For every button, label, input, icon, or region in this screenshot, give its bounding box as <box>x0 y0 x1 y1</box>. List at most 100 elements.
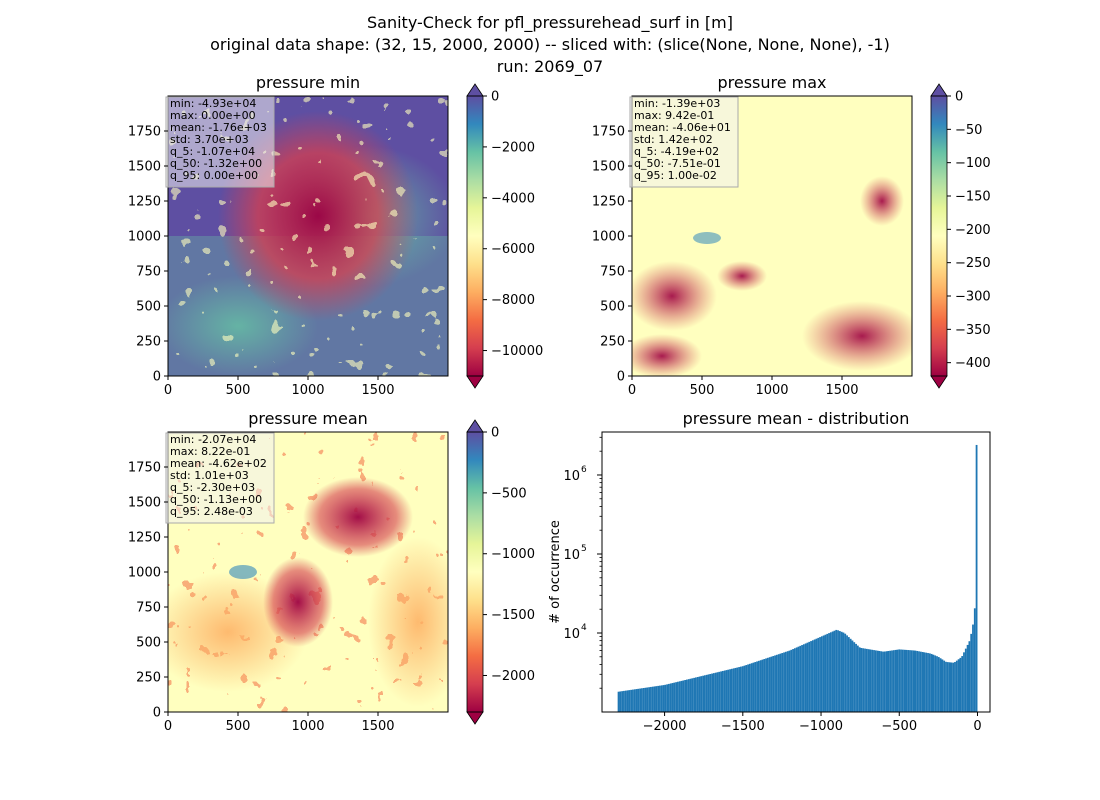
hist-bar <box>853 642 856 712</box>
stat-line: q_95: 2.48e-03 <box>170 505 253 518</box>
hist-bar <box>844 633 847 712</box>
colorbar-gradient <box>467 96 483 376</box>
hist-bar <box>711 673 713 712</box>
hist-bar <box>765 658 767 712</box>
hist-bar <box>793 648 796 712</box>
hist-bar <box>687 679 690 712</box>
y-tick-label: 250 <box>136 671 161 686</box>
hist-bar <box>905 649 908 712</box>
hist-bars <box>617 444 978 712</box>
colorbar-tick-label: 0 <box>955 90 963 105</box>
hist-bar <box>747 664 749 712</box>
colorbar-tick-label: −6000 <box>491 242 535 257</box>
hist-bar <box>727 669 730 712</box>
hist-bar <box>813 639 816 712</box>
hist-bar <box>635 689 638 712</box>
hist-bar <box>642 688 645 712</box>
y-tick-label: 0 <box>617 370 625 385</box>
colorbar-tick-label: −1500 <box>491 608 535 623</box>
hist-bar <box>680 680 683 712</box>
colorbar-tick-label: 0 <box>491 426 499 441</box>
hist-bar <box>934 655 937 712</box>
hist-bar <box>927 653 929 712</box>
suptitle-line-3: run: 2069_07 <box>497 57 603 77</box>
y-tick-label: 1000 <box>592 230 625 245</box>
hist-bar <box>959 657 962 712</box>
hist-bar <box>864 648 866 712</box>
y-tick-label: 250 <box>136 335 161 350</box>
colorbar-extend-min <box>466 375 484 389</box>
colorbar-frame <box>466 431 484 713</box>
hist-bar <box>639 688 642 712</box>
hist-bar <box>811 640 814 712</box>
hist-bar <box>662 685 665 712</box>
hist-bar <box>822 635 825 712</box>
stat-line: std: 3.70e+03 <box>170 133 249 146</box>
hist-bar <box>932 654 935 712</box>
hist-bar <box>838 631 841 712</box>
x-tick-label: 1500 <box>361 719 394 734</box>
y-tick-label: 1750 <box>128 125 161 140</box>
hist-bar <box>770 656 773 712</box>
hist-bar <box>704 675 706 712</box>
heatmap-patch-red <box>632 261 717 331</box>
hist-bar <box>725 670 728 712</box>
hist-bar <box>819 637 821 712</box>
hist-bar <box>817 637 820 712</box>
hist-bar <box>754 662 757 712</box>
hist-bar <box>734 667 737 712</box>
hist-bar <box>918 651 920 712</box>
hist-bar <box>869 649 872 712</box>
colorbar: 0 −50 −100 −150 −200 −250 −300 −350 −400 <box>930 83 991 389</box>
y-tick-label: 750 <box>136 601 161 616</box>
hist-bar <box>768 657 771 712</box>
hist-bar <box>849 638 852 712</box>
hist-bar <box>723 670 726 712</box>
panel-pressure-mean: pressure mean min: -2.07e+04 max: 8.22e-… <box>128 409 535 734</box>
colorbar-extend-min <box>930 375 948 389</box>
y-tick-label: 250 <box>600 335 625 350</box>
hist-bar <box>806 642 809 712</box>
colorbar-tick-label: −4000 <box>491 191 535 206</box>
hist-bar <box>820 636 823 712</box>
stat-line: min: -2.07e+04 <box>170 433 256 446</box>
hist-bar <box>759 660 762 712</box>
hist-bar <box>943 660 946 712</box>
hist-x-tick-label: 0 <box>973 719 981 734</box>
hist-bar <box>919 651 922 712</box>
hist-bar <box>910 650 913 712</box>
hist-bar <box>691 678 694 712</box>
panel-title: pressure max <box>717 73 826 92</box>
hist-bar <box>637 688 640 712</box>
hist-bar <box>802 644 805 712</box>
suptitle-line-1: Sanity-Check for pfl_pressurehead_surf i… <box>367 13 733 33</box>
hist-bar <box>903 649 906 712</box>
y-axis: 0 250 500 750 1000 1250 1500 1750 <box>128 125 168 385</box>
hist-bar <box>743 665 746 712</box>
colorbar: 0 −2000 −4000 −6000 −8000 −10000 <box>466 83 543 389</box>
hist-bar <box>684 680 687 712</box>
stat-line: std: 1.01e+03 <box>170 469 249 482</box>
hist-bar <box>887 650 890 712</box>
heatmap-patch-red <box>860 176 904 226</box>
hist-bar <box>973 608 976 712</box>
hist-bar <box>860 647 863 712</box>
y-tick-label: 1500 <box>592 160 625 175</box>
hist-bar <box>928 653 931 712</box>
colorbar-tick-label: −50 <box>955 123 982 138</box>
hist-bar <box>826 633 829 712</box>
colorbar-tick-label: −8000 <box>491 293 535 308</box>
y-tick-label: 1500 <box>128 496 161 511</box>
y-tick-label: 1750 <box>592 125 625 140</box>
hist-bar <box>657 685 660 712</box>
x-tick-label: 500 <box>226 383 251 398</box>
hist-bar <box>846 635 848 712</box>
suptitle-line-2: original data shape: (32, 15, 2000, 2000… <box>210 35 890 54</box>
panel-title: pressure min <box>256 73 360 92</box>
hist-bar <box>858 647 861 712</box>
hist-bar <box>668 683 670 712</box>
hist-bar <box>783 652 785 712</box>
hist-bar <box>729 669 731 712</box>
hist-bar <box>939 658 942 712</box>
